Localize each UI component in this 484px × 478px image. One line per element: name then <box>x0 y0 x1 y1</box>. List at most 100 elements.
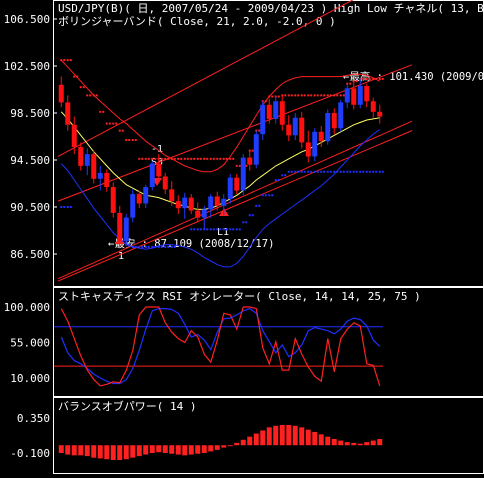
hl-channel-upper-dot <box>60 59 63 62</box>
hl-channel-lower-dot <box>333 170 336 173</box>
hl-channel-upper-dot <box>219 157 222 160</box>
hl-channel-upper-dot <box>381 77 384 80</box>
hl-channel-lower-dot <box>232 228 235 231</box>
hl-channel-upper-dot <box>238 164 241 167</box>
hl-channel-upper-dot <box>102 110 105 113</box>
hl-channel-upper-dot <box>310 94 313 97</box>
candle-body <box>221 198 227 206</box>
rsi-ytick-label: 10.000 <box>10 372 50 385</box>
bop-bar <box>286 425 292 446</box>
hl-channel-upper-dot <box>297 94 300 97</box>
hl-channel-upper-dot <box>268 95 271 98</box>
bop-bar <box>351 442 357 446</box>
hl-channel-upper-dot <box>290 94 293 97</box>
candle-body <box>182 197 188 209</box>
hl-channel-lower-dot <box>144 245 147 248</box>
bop-bar <box>338 440 344 446</box>
bop-bar <box>104 445 110 460</box>
hl-channel-upper-dot <box>316 94 319 97</box>
hl-channel-upper-dot <box>69 59 72 62</box>
hl-channel-upper-dot <box>160 157 163 160</box>
hl-channel-upper-dot <box>86 94 89 97</box>
bop-bar <box>370 440 376 446</box>
hl-channel-upper-dot <box>329 94 332 97</box>
main-ytick-label: 94.500 <box>10 154 50 167</box>
hl-channel-upper-dot <box>196 157 199 160</box>
hl-channel-upper-dot <box>199 157 202 160</box>
candle-body <box>97 172 103 179</box>
bop-bar <box>84 445 90 457</box>
hl-channel-upper-dot <box>95 94 98 97</box>
hl-channel-lower-dot <box>365 170 368 173</box>
candle-body <box>162 176 168 190</box>
hl-channel-upper-dot <box>303 94 306 97</box>
hl-channel-upper-dot <box>141 157 144 160</box>
candle-body <box>240 157 246 191</box>
hl-channel-upper-dot <box>375 77 378 80</box>
hl-channel-lower-dot <box>323 170 326 173</box>
hl-channel-lower-dot <box>66 206 69 208</box>
candle-body <box>305 142 311 157</box>
hl-channel-lower-dot <box>167 245 170 248</box>
bop-bar <box>149 445 155 453</box>
hl-channel-lower-dot <box>170 245 173 248</box>
hl-channel-upper-dot <box>167 157 170 160</box>
chart-marks: 106.500102.50098.50094.50090.50086.50010… <box>4 0 413 460</box>
candle-body <box>169 189 175 202</box>
hl-channel-upper-dot <box>277 95 280 98</box>
hl-channel-lower-dot <box>274 178 277 181</box>
bop-bar <box>175 445 181 455</box>
bop-bar <box>377 439 383 446</box>
candle-body <box>91 154 97 179</box>
hl-channel-lower-dot <box>157 245 160 248</box>
bop-bar <box>214 445 220 450</box>
hl-channel-upper-dot <box>125 139 128 142</box>
candle-body <box>299 117 305 143</box>
hl-channel-lower-dot <box>248 214 251 217</box>
hl-channel-lower-dot <box>251 214 254 217</box>
main-ytick-label: 90.500 <box>10 201 50 214</box>
hl-channel-lower-dot <box>154 245 157 248</box>
stoch-rsi-panel-frame <box>53 287 484 397</box>
regression-channel-line <box>57 120 413 280</box>
candle-body <box>58 84 64 103</box>
bop-ytick-label: 0.350 <box>17 412 50 425</box>
hl-channel-upper-dot <box>63 59 66 62</box>
bop-bar <box>130 445 136 458</box>
bop-bar <box>208 445 214 452</box>
bop-bar <box>58 445 64 453</box>
hl-channel-lower-dot <box>320 170 323 173</box>
candle-body <box>279 101 285 125</box>
bop-bar <box>182 445 188 456</box>
hl-channel-upper-dot <box>173 157 176 160</box>
hl-channel-lower-dot <box>261 194 264 197</box>
candle-body <box>123 217 129 242</box>
bop-bar <box>247 436 253 446</box>
bop-bar <box>91 445 97 458</box>
main-title: USD/JPY(B)( 日, 2007/05/24 - 2009/04/23 )… <box>58 2 484 15</box>
bop-bar <box>97 445 103 459</box>
hl-channel-lower-dot <box>326 170 329 173</box>
candle-body <box>338 102 344 129</box>
bop-bar <box>318 434 324 446</box>
candle-body <box>273 101 279 119</box>
hl-channel-upper-dot <box>222 157 225 160</box>
hl-channel-upper-dot <box>186 157 189 160</box>
hl-channel-upper-dot <box>203 157 206 160</box>
hl-channel-upper-dot <box>121 129 124 132</box>
hl-channel-lower-dot <box>225 228 228 231</box>
hl-channel-lower-dot <box>287 170 290 173</box>
hl-channel-upper-dot <box>66 59 69 62</box>
bop-bar <box>227 445 233 447</box>
hl-channel-lower-dot <box>193 228 196 231</box>
hl-channel-upper-dot <box>216 157 219 160</box>
hl-channel-upper-dot <box>183 157 186 160</box>
hl-channel-lower-dot <box>245 221 248 224</box>
candle-body <box>175 201 181 209</box>
hl-channel-lower-dot <box>173 245 176 248</box>
hl-channel-upper-dot <box>128 139 131 142</box>
candle-body <box>71 124 77 148</box>
candle-body <box>260 104 266 135</box>
candle-body <box>136 194 142 204</box>
